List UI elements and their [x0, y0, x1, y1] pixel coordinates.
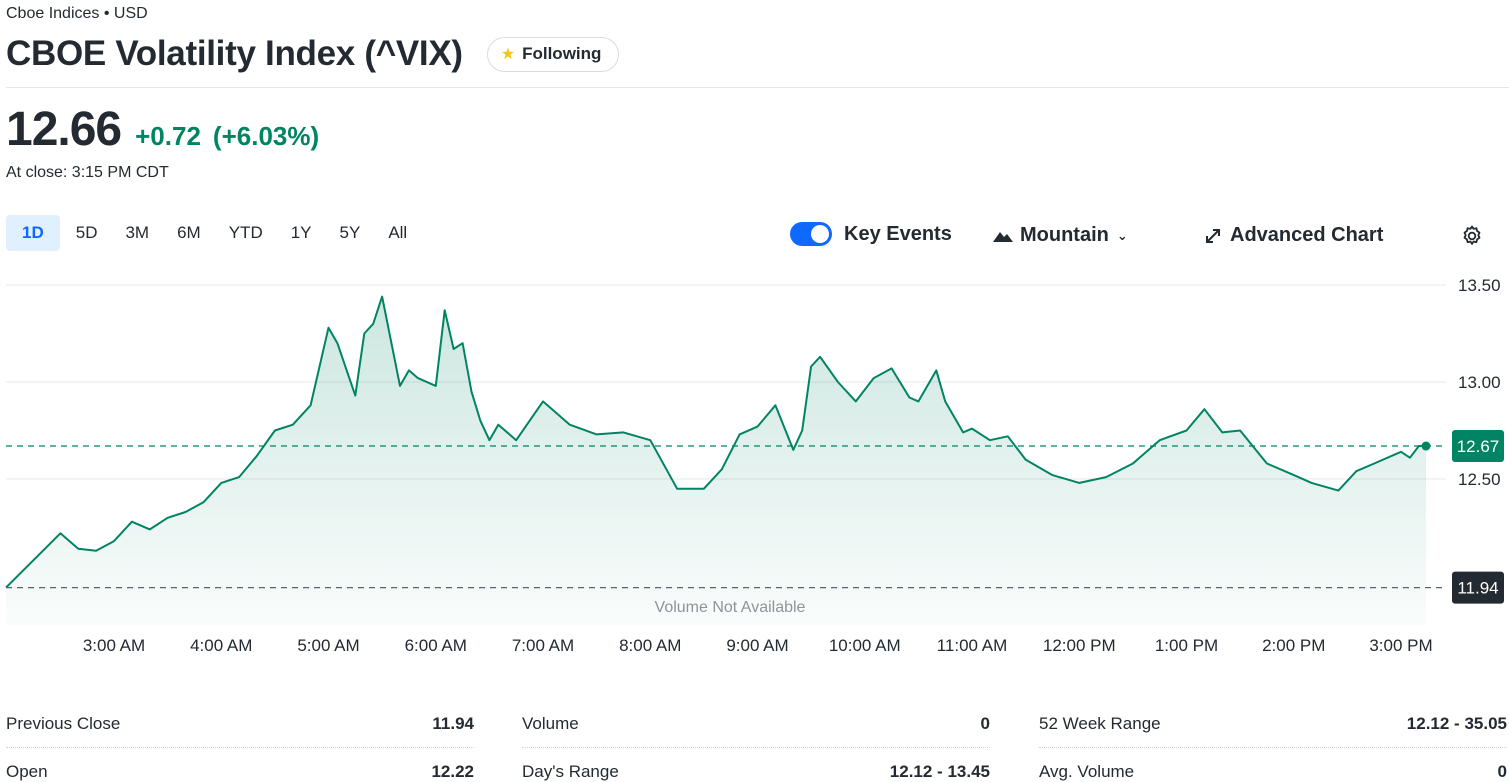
advanced-chart-label: Advanced Chart	[1230, 224, 1384, 246]
price-row: 12.66 +0.72 (+6.03%)	[6, 102, 319, 157]
range-tab-5y[interactable]: 5Y	[339, 223, 361, 242]
current-price-tag-label: 12.67	[1457, 437, 1500, 456]
stat-open: Open 12.22	[6, 748, 474, 782]
last-price-dot	[1421, 441, 1431, 451]
star-icon: ★	[500, 46, 516, 63]
stats-column-2: Volume 0 Day's Range 12.12 - 13.45	[522, 700, 990, 782]
stat-value: 0	[1497, 761, 1507, 781]
range-tab-ytd[interactable]: YTD	[228, 223, 263, 242]
stat-label: 52 Week Range	[1039, 713, 1161, 733]
x-tick-label: 3:00 PM	[1369, 636, 1432, 655]
range-tab-6m[interactable]: 6M	[177, 223, 201, 242]
y-tick-label: 13.00	[1458, 373, 1501, 392]
key-events-label: Key Events	[844, 222, 952, 245]
range-tab-1d[interactable]: 1D	[6, 215, 60, 251]
advanced-chart-button[interactable]: Advanced Chart	[1204, 224, 1383, 247]
price: 12.66	[6, 103, 122, 156]
stat-value: 0	[980, 713, 990, 733]
range-tab-5d[interactable]: 5D	[75, 223, 98, 242]
stat-value: 11.94	[432, 713, 474, 733]
stat-value: 12.12 - 13.45	[889, 761, 990, 781]
stat-52-week-range: 52 Week Range 12.12 - 35.05	[1039, 700, 1507, 748]
chart-price-line	[5, 295, 1426, 589]
close-time: At close: 3:15 PM CDT	[6, 164, 169, 181]
settings-gear-icon[interactable]	[1460, 224, 1484, 253]
stat-label: Day's Range	[522, 761, 619, 781]
range-tab-all[interactable]: All	[388, 223, 408, 242]
previous-close-tag-label: 11.94	[1457, 579, 1498, 598]
exchange-label: Cboe Indices • USD	[6, 5, 148, 22]
toggle-knob	[811, 225, 829, 243]
stat-label: Previous Close	[6, 713, 121, 733]
stats-column-3: 52 Week Range 12.12 - 35.05 Avg. Volume …	[1039, 700, 1507, 782]
x-tick-label: 12:00 PM	[1043, 636, 1116, 655]
y-tick-label: 13.50	[1458, 276, 1501, 295]
x-tick-label: 2:00 PM	[1262, 636, 1325, 655]
range-tab-3m[interactable]: 3M	[125, 223, 150, 242]
stat-label: Avg. Volume	[1039, 761, 1135, 781]
stat-previous-close: Previous Close 11.94	[6, 700, 474, 748]
x-tick-label: 3:00 AM	[83, 636, 145, 655]
price-change-percent: (+6.03%)	[212, 121, 320, 151]
range-tabs: 1D 5D 3M 6M YTD 1Y 5Y All	[6, 215, 423, 251]
key-events-control: Key Events	[790, 222, 952, 246]
following-label: Following	[522, 44, 602, 63]
current-price-tag	[1452, 430, 1504, 463]
chart-area-fill	[6, 296, 1426, 625]
chart-type-label: Mountain	[1020, 224, 1109, 246]
x-tick-label: 11:00 AM	[937, 636, 1008, 655]
following-button[interactable]: ★ Following	[486, 36, 620, 72]
x-tick-label: 7:00 AM	[512, 636, 574, 655]
chevron-down-icon: ⌄	[1116, 227, 1128, 243]
stat-avg-volume: Avg. Volume 0	[1039, 748, 1507, 782]
stat-label: Open	[6, 761, 48, 781]
price-change: +0.72	[135, 121, 201, 151]
range-tab-1y[interactable]: 1Y	[290, 223, 312, 242]
stat-days-range: Day's Range 12.12 - 13.45	[522, 748, 990, 782]
page-title: CBOE Volatility Index (^VIX)	[6, 34, 463, 73]
expand-icon	[1206, 228, 1220, 243]
stat-volume: Volume 0	[522, 700, 990, 748]
chart-type-dropdown[interactable]: Mountain ⌄	[992, 224, 1128, 247]
stat-value: 12.12 - 35.05	[1406, 713, 1507, 733]
x-tick-label: 1:00 PM	[1155, 636, 1218, 655]
header-divider	[6, 87, 1509, 88]
stats-column-1: Previous Close 11.94 Open 12.22	[6, 700, 474, 782]
x-tick-label: 9:00 AM	[726, 636, 788, 655]
y-tick-label: 12.50	[1458, 470, 1501, 489]
previous-close-tag	[1452, 571, 1504, 604]
x-tick-label: 6:00 AM	[405, 636, 467, 655]
title-row: CBOE Volatility Index (^VIX) ★ Following	[6, 34, 620, 74]
x-tick-label: 4:00 AM	[190, 636, 252, 655]
x-tick-label: 8:00 AM	[619, 636, 681, 655]
price-chart[interactable]: 13.50 13.00 12.50 3:00 AM 4:00 AM 5:00 AM 6:00…	[0, 265, 1509, 665]
stat-label: Volume	[522, 713, 579, 733]
volume-note: Volume Not Available	[655, 599, 806, 616]
key-events-toggle[interactable]	[790, 222, 832, 246]
x-tick-label: 5:00 AM	[297, 636, 359, 655]
mountain-icon	[993, 231, 1013, 242]
stat-value: 12.22	[431, 761, 474, 781]
x-tick-label: 10:00 AM	[829, 636, 901, 655]
